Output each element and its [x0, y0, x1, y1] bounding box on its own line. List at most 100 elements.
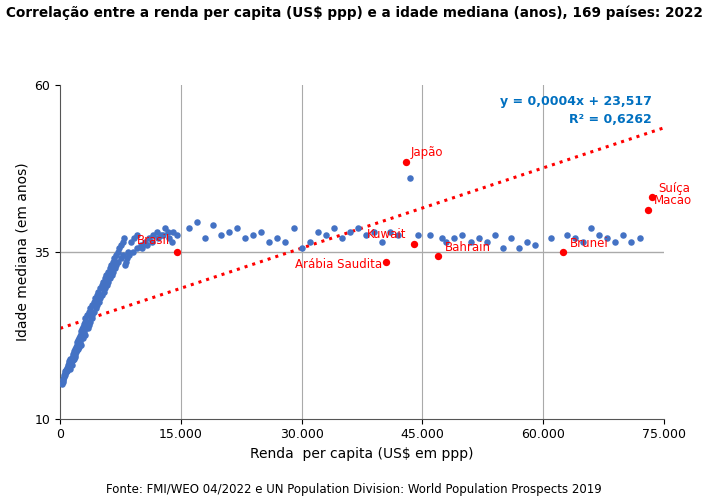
Point	[122, 247, 133, 256]
Point	[74, 332, 86, 340]
Point	[125, 237, 137, 245]
Point	[70, 343, 81, 351]
Point	[224, 227, 235, 235]
Text: Arábia Saudita: Arábia Saudita	[295, 258, 382, 271]
Point	[80, 315, 91, 323]
Text: Kuwait: Kuwait	[367, 228, 406, 241]
Point	[142, 241, 153, 249]
Point	[73, 341, 84, 349]
Point	[70, 351, 81, 359]
Point	[78, 335, 89, 343]
Point	[530, 241, 541, 249]
Point	[118, 234, 130, 242]
Point	[634, 234, 645, 242]
Point	[239, 234, 251, 242]
Point	[232, 224, 243, 232]
Text: Correlação entre a renda per capita (US$ ppp) e a idade mediana (anos), 169 país: Correlação entre a renda per capita (US$…	[6, 5, 702, 20]
Point	[521, 237, 532, 245]
Y-axis label: Idade mediana (em anos): Idade mediana (em anos)	[15, 162, 29, 341]
Point	[380, 259, 392, 267]
Point	[296, 244, 307, 253]
Point	[113, 244, 125, 253]
Point	[99, 275, 110, 283]
Point	[120, 258, 132, 266]
Point	[59, 367, 71, 375]
Point	[135, 241, 147, 249]
Point	[437, 234, 448, 242]
Point	[159, 224, 171, 232]
Point	[81, 311, 93, 319]
Point	[72, 339, 83, 347]
Point	[85, 305, 96, 313]
Point	[368, 227, 379, 235]
Point	[89, 295, 101, 303]
Point	[59, 371, 70, 379]
Point	[79, 331, 91, 339]
Point	[157, 231, 169, 239]
Point	[642, 205, 653, 213]
Point	[62, 364, 73, 372]
Point	[95, 295, 106, 303]
Point	[85, 315, 96, 323]
Point	[497, 244, 508, 253]
Point	[602, 234, 613, 242]
Point	[59, 371, 70, 379]
Point	[147, 237, 158, 245]
Text: Macao: Macao	[654, 194, 692, 207]
Point	[256, 227, 267, 235]
Point	[73, 337, 84, 345]
Point	[101, 271, 112, 279]
Point	[320, 231, 331, 239]
Point	[79, 328, 90, 336]
Point	[171, 231, 183, 239]
Point	[81, 321, 92, 329]
Point	[64, 357, 75, 365]
Point	[127, 247, 138, 256]
Point	[76, 341, 87, 349]
Point	[83, 308, 94, 316]
Point	[74, 338, 86, 346]
Point	[57, 380, 68, 388]
Text: Brasil: Brasil	[137, 234, 171, 247]
Point	[69, 353, 80, 361]
Text: Bahrain: Bahrain	[445, 240, 491, 254]
Point	[401, 158, 412, 166]
Point	[646, 193, 657, 201]
Point	[69, 347, 80, 355]
Point	[163, 234, 174, 242]
Point	[66, 354, 77, 362]
Point	[433, 253, 444, 261]
Point	[183, 224, 195, 232]
Point	[78, 321, 89, 329]
Point	[344, 227, 355, 235]
Point	[60, 366, 72, 374]
Point	[328, 224, 339, 232]
Point	[88, 308, 100, 316]
Point	[103, 278, 114, 286]
Point	[93, 298, 105, 306]
Point	[404, 174, 416, 182]
Point	[162, 227, 173, 235]
Point	[88, 298, 99, 306]
Point	[76, 327, 87, 335]
Point	[76, 325, 88, 333]
Point	[68, 355, 79, 363]
Point	[121, 255, 132, 263]
Point	[392, 231, 404, 239]
Point	[618, 231, 629, 239]
Point	[96, 281, 107, 289]
Point	[83, 318, 94, 326]
Point	[280, 237, 291, 245]
Point	[143, 234, 154, 242]
Point	[171, 247, 183, 256]
X-axis label: Renda  per capita (US$ em ppp): Renda per capita (US$ em ppp)	[250, 447, 474, 461]
Point	[94, 285, 105, 293]
Point	[489, 231, 501, 239]
Point	[115, 241, 127, 249]
Point	[60, 368, 72, 376]
Point	[84, 318, 96, 326]
Point	[79, 319, 91, 327]
Point	[207, 221, 219, 229]
Point	[74, 334, 85, 342]
Point	[561, 231, 573, 239]
